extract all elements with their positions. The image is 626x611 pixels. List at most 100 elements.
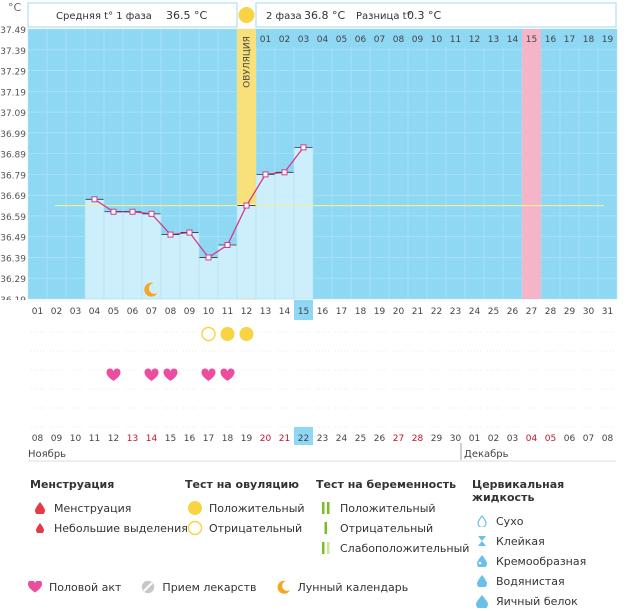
cycle-day-label: 16: [317, 307, 329, 317]
cycle-day-label: 29: [564, 307, 576, 317]
date-label: 20: [260, 434, 272, 444]
y-tick-label: 37.29: [0, 68, 26, 78]
legend-creamy: Кремообразная: [496, 554, 587, 568]
y-tick-label: 37.09: [0, 109, 26, 119]
date-label: 08: [32, 434, 44, 444]
month-label: Ноябрь: [28, 449, 66, 460]
date-label: 10: [70, 434, 82, 444]
cycle-day-label: 05: [108, 307, 119, 317]
temperature-bar: [293, 147, 314, 300]
date-label: 01: [469, 434, 480, 444]
temperature-point: [224, 242, 231, 248]
bbt-chart: Средняя t° 1 фаза 36.5 °C 2 фаза 36.8 °C Раз…: [0, 1, 618, 462]
y-tick-label: 36.39: [0, 254, 26, 264]
drop-red-icon: [30, 502, 50, 514]
cycle-day-label: 18: [355, 307, 367, 317]
date-label: 28: [412, 434, 424, 444]
cycle-day-label: 24: [469, 307, 481, 317]
date-label: 22: [298, 434, 309, 444]
temperature-point: [281, 169, 288, 176]
header-phase1-value: 36.5 °C: [166, 9, 207, 22]
temperature-bar: [160, 234, 181, 300]
intercourse-heart-icon: [163, 368, 178, 381]
date-label: 17: [203, 434, 214, 444]
cycle-day-label: 07: [146, 307, 157, 317]
legend-bottom-row: Половой акт Прием лекарств Лунный календ…: [26, 580, 426, 594]
drop-creamy-icon: [472, 555, 492, 567]
ovulation-stripe: [237, 29, 256, 204]
legend-dry: Сухо: [496, 514, 524, 528]
phase2-day-label: 06: [355, 35, 367, 45]
header-diff-label: Разница t°: [356, 11, 412, 22]
temperature-bar: [103, 211, 124, 300]
y-tick-label: 36.89: [0, 151, 26, 161]
drop-small-red-icon: [30, 523, 50, 533]
legend-ovu-negative: Отрицательный: [209, 521, 303, 535]
phase2-day-label: 17: [564, 35, 575, 45]
legend-cervical: Цервикальная жидкость Сухо Клейкая Кремо…: [472, 478, 626, 611]
cycle-day-label: 17: [336, 307, 347, 317]
date-label: 13: [127, 434, 138, 444]
legend-menstruation-item: Менструация: [54, 501, 132, 515]
cycle-day-label: 20: [393, 307, 405, 317]
legend-pregnancy-test-title: Тест на беременность: [316, 478, 457, 491]
y-tick-label: 36.69: [0, 192, 26, 202]
phase2-day-label: 02: [279, 35, 290, 45]
date-label: 05: [545, 434, 556, 444]
legend-watery: Водянистая: [496, 574, 565, 588]
cycle-day-label: 27: [526, 307, 537, 317]
cycle-day-label: 31: [602, 307, 613, 317]
y-tick-label: 36.99: [0, 130, 26, 140]
temperature-bar: [122, 211, 143, 300]
y-tick-label: 36.79: [0, 171, 26, 181]
pregnancy-positive-icon: [316, 502, 336, 514]
date-label: 09: [51, 434, 63, 444]
temperature-point: [243, 202, 250, 209]
pregnancy-weak-icon: [316, 542, 336, 554]
intercourse-heart-icon: [106, 368, 121, 381]
legend-medication: Прием лекарств: [162, 580, 257, 594]
cycle-day-label: 08: [165, 307, 177, 317]
phase2-day-label: 03: [298, 35, 309, 45]
drop-watery-icon: [472, 575, 492, 587]
phase2-day-label: 19: [602, 35, 614, 45]
ovulation-sun-icon: [238, 7, 255, 23]
header-diff-value: 0.3 °C: [407, 9, 441, 22]
y-tick-label: 37.39: [0, 47, 26, 57]
legend-spotting-item: Небольшие выделения: [54, 521, 188, 535]
cycle-day-label: 15: [298, 307, 309, 317]
phase2-day-label: 07: [374, 35, 385, 45]
phase2-day-label: 15: [526, 35, 537, 45]
temperature-bar: [198, 257, 219, 300]
temperature-point: [186, 229, 193, 236]
cycle-day-label: 12: [241, 307, 252, 317]
legend-intercourse: Половой акт: [49, 580, 122, 594]
temperature-point: [110, 208, 117, 215]
date-label: 08: [602, 434, 614, 444]
pill-icon: [139, 580, 157, 594]
phase2-day-label: 16: [545, 35, 557, 45]
y-tick-label: 37.49: [0, 26, 26, 36]
date-label: 18: [222, 434, 234, 444]
y-tick-label: 36.29: [0, 275, 26, 285]
temperature-bar: [179, 232, 200, 300]
cycle-day-label: 13: [260, 307, 271, 317]
date-label: 12: [108, 434, 119, 444]
phase2-day-label: 12: [469, 35, 480, 45]
today-date-highlight: [294, 427, 313, 445]
cycle-day-label: 23: [450, 307, 461, 317]
temperature-point: [205, 254, 212, 261]
y-tick-label: 36.49: [0, 234, 26, 244]
cycle-day-label: 28: [545, 307, 557, 317]
ovulation-test-positive-icon: [239, 327, 254, 341]
temperature-bar: [274, 172, 295, 300]
y-tick-label: 37.19: [0, 88, 26, 98]
cycle-day-label: 19: [374, 307, 386, 317]
date-label: 30: [450, 434, 462, 444]
date-label: 16: [184, 434, 196, 444]
temperature-point: [91, 196, 98, 203]
cycle-day-label: 10: [203, 307, 215, 317]
cycle-day-label: 03: [70, 307, 81, 317]
cycle-day-label: 06: [127, 307, 139, 317]
legend-preg-positive: Положительный: [340, 501, 436, 515]
